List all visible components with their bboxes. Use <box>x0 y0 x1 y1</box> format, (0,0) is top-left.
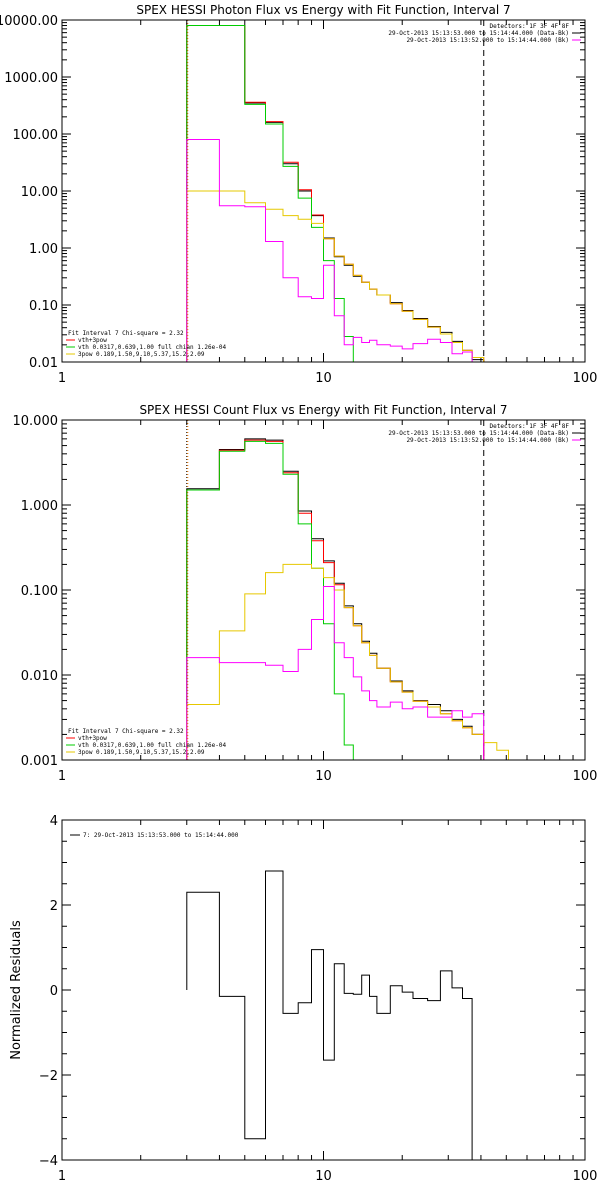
series-line-data-bk <box>186 438 485 760</box>
series-line-bk <box>186 586 485 760</box>
series-group <box>186 25 497 362</box>
series-line-7-29-oct-2013-15-13-53-000-to-15-14-44-000 <box>186 870 473 1160</box>
residuals-panel: Normalized Residuals 1 10 100 −4 −2 0 2 4 7: 29-O… <box>9 814 598 1184</box>
photon-flux-panel: SPEX HESSI Photon Flux vs Energy with Fi… <box>0 3 598 386</box>
x-tick-label: 100 <box>573 371 598 386</box>
legend-top-entry: 29-Oct-2013 15:13:53.000 to 15:14:44.000… <box>388 430 569 437</box>
chart-title: SPEX HESSI Photon Flux vs Energy with Fi… <box>136 3 510 17</box>
series-line-3pow <box>186 190 497 362</box>
y-tick-label: 10.00 <box>21 185 58 200</box>
legend-bottom-entry: 3pow 0.189,1.50,9.10,5.37,15.2,2.09 <box>78 351 205 358</box>
legend-bottom-entry: vth 0.0317,0.639,1.00 full chian 1.26e-0… <box>78 344 226 351</box>
x-tick-label: 10 <box>315 371 332 386</box>
chart-title: SPEX HESSI Count Flux vs Energy with Fit… <box>139 403 507 417</box>
y-tick-label: 0.100 <box>21 584 58 599</box>
y-tick-label: 4 <box>50 814 58 829</box>
y-tick-label: 0 <box>50 984 58 999</box>
plot-frame <box>61 819 586 1161</box>
plot-frame <box>61 19 586 363</box>
x-tick-label: 1 <box>58 371 66 386</box>
series-group <box>186 870 473 1160</box>
y-tick-label: 0.01 <box>29 356 58 371</box>
y-tick-label: 10000.00 <box>0 14 58 29</box>
series-line-vth <box>186 25 362 362</box>
x-tick-label: 1 <box>58 1169 66 1184</box>
series-line-bk <box>186 139 473 362</box>
y-tick-label: 0.10 <box>29 299 58 314</box>
count-flux-panel: SPEX HESSI Count Flux vs Energy with Fit… <box>13 403 598 784</box>
series-line-data-bk <box>186 25 485 362</box>
legend-bottom-entry: 3pow 0.189,1.50,9.10,5.37,15.2,2.09 <box>78 749 205 756</box>
legend-top-entry: Detectors: 1F 3F 4F 8F <box>490 423 570 430</box>
x-tick-label: 10 <box>315 769 332 784</box>
series-group <box>186 438 531 760</box>
plot-frame <box>61 419 586 761</box>
x-tick-label: 100 <box>573 1169 598 1184</box>
legend-top-entry: 29-Oct-2013 15:13:52.000 to 15:14:44.000… <box>406 437 569 444</box>
legend-bottom-entry: Fit Interval 7 Chi-square = 2.32 <box>68 330 184 337</box>
legend-bottom-entry: vth+3pow <box>78 337 107 344</box>
legend-bottom-entry: vth 0.0317,0.639,1.00 full chian 1.26e-0… <box>78 742 226 749</box>
y-tick-label: 0.010 <box>21 669 58 684</box>
series-line-vth-3pow <box>186 25 497 362</box>
series-line-vth-3pow <box>186 439 485 760</box>
legend-top-entry: Detectors: 1F 3F 4F 8F <box>490 23 570 30</box>
legend-top-entry: 29-Oct-2013 15:13:53.000 to 15:14:44.000… <box>388 30 569 37</box>
y-tick-label: 1000.00 <box>4 71 58 86</box>
legend-bottom-entry: Fit Interval 7 Chi-square = 2.32 <box>68 728 184 735</box>
series-line-3pow <box>186 563 531 760</box>
series-line-vth <box>186 440 362 760</box>
y-tick-label: 100.00 <box>13 128 59 143</box>
x-tick-label: 10 <box>315 1169 332 1184</box>
y-tick-label: 1.00 <box>29 242 58 257</box>
x-tick-label: 100 <box>573 769 598 784</box>
y-tick-label: −4 <box>39 1154 58 1169</box>
legend-top-entry: 29-Oct-2013 15:13:52.000 to 15:14:44.000… <box>406 37 569 44</box>
y-tick-label: 10.000 <box>13 414 59 429</box>
x-tick-label: 1 <box>58 769 66 784</box>
y-tick-label: −2 <box>39 1069 58 1084</box>
y-tick-label: 2 <box>50 899 58 914</box>
y-tick-label: 1.000 <box>21 499 58 514</box>
legend-bottom-entry: vth+3pow <box>78 735 107 742</box>
legend-entry: 7: 29-Oct-2013 15:13:53.000 to 15:14:44.… <box>83 832 239 839</box>
y-axis-label: Normalized Residuals <box>9 920 24 1060</box>
y-tick-label: 0.001 <box>21 754 58 769</box>
